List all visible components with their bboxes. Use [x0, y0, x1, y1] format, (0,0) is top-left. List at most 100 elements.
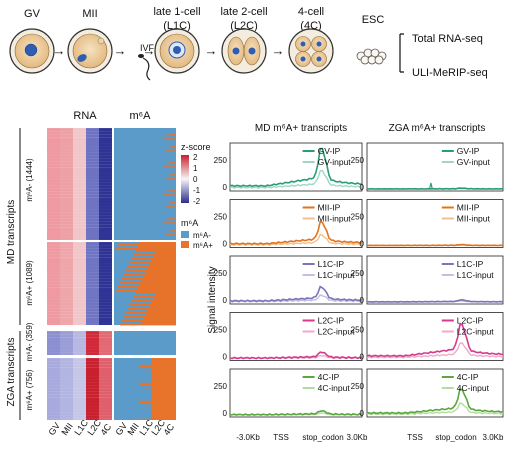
profile-frame	[366, 255, 504, 305]
profile-ip-line	[366, 187, 503, 190]
heatmap-m6a-positive-streak	[166, 234, 176, 235]
heatmap-m6a-positive-streak	[122, 278, 176, 280]
heatmap-m6a-positive-streak	[156, 252, 176, 254]
ytick-label: 250	[214, 156, 228, 165]
xtick-label: -3.0Kb	[236, 433, 260, 442]
heatmap-m6a-positive-streak	[164, 222, 176, 223]
xticks-md: -3.0Kb TSS stop_codon 3.0Kb	[236, 433, 368, 442]
ytick-label: 250	[351, 382, 365, 391]
heatmap-m6a-positive-streak	[154, 256, 176, 258]
profile-frame	[229, 255, 363, 305]
ytick-label: 0	[360, 353, 365, 362]
m6a-pos-label: m⁶A+	[193, 241, 213, 250]
heatmap-m6a-positive-streak	[132, 300, 176, 302]
stage-label-l2c: late 2-cell	[220, 6, 267, 18]
heatmap-m6a-positive-streak	[137, 417, 152, 419]
m6a-column-labels: GV MII L1C L2C 4C	[113, 417, 176, 437]
heatmap-m6a-positive-streak	[140, 366, 152, 368]
stage-label-4c: 4-cell	[298, 6, 324, 18]
xticks-zga: TSS stop_codon 3.0Kb	[407, 433, 504, 442]
heatmap-rna-cell	[73, 242, 86, 325]
arrow-icon: →	[272, 43, 285, 58]
legend-ip-label: GV-IP	[318, 146, 341, 156]
heatmap-m6a-positive-streak	[156, 294, 176, 296]
legend-input-label: MII-input	[457, 214, 491, 224]
profile-input-line	[229, 169, 363, 189]
heatmap-m6a-positive-streak	[170, 230, 176, 231]
arrow-icon: →	[205, 43, 218, 58]
profile-title-zga: ZGA m⁶A+ transcripts	[389, 123, 486, 134]
heatmap-rna-cell	[86, 128, 99, 240]
legend-ip-label: MII-IP	[457, 203, 480, 213]
heatmap-m6a-positive-streak	[137, 399, 152, 401]
heatmap-m6a-positive-streak	[170, 146, 176, 147]
ytick-label: 250	[214, 326, 228, 335]
legend-ip-label: L2C-IP	[457, 316, 484, 326]
heatmap-m6a-positive-streak	[146, 272, 176, 274]
mii-oocyte-icon	[67, 28, 113, 74]
heatmap-m6a-positive-streak	[137, 363, 152, 365]
heatmap-m6a-positive-streak	[143, 369, 152, 371]
ytick-label: 0	[223, 183, 228, 192]
heatmap-m6a-positive-streak	[168, 134, 176, 135]
stage-label-l1c-sub: (L1C)	[163, 20, 191, 32]
assay-bracket	[399, 33, 404, 73]
heatmap-m6a-positive-streak	[154, 298, 176, 300]
xtick-label: 3.0Kb	[483, 433, 504, 442]
legend-input-label: L2C-input	[457, 327, 494, 337]
profile-frame	[229, 368, 363, 418]
heatmap-m6a-positive-streak	[128, 308, 176, 310]
heatmap-m6a-positive-streak	[142, 322, 176, 324]
heatmap-m6a-positive-streak	[118, 286, 176, 288]
zscore-tick: -2	[193, 197, 201, 206]
profile-panel: MD m⁶A+ transcripts ZGA m⁶A+ transcripts…	[207, 123, 504, 442]
heatmap-rna-cell	[47, 358, 60, 420]
heatmap-m6a-positive-streak	[150, 264, 176, 266]
heatmap-m6a-positive-streak	[130, 304, 176, 306]
heatmap-m6a-positive-streak	[126, 312, 176, 314]
legend-ip-label: MII-IP	[318, 203, 341, 213]
heatmap-rna-cell	[99, 128, 112, 240]
heatmap-m6a-positive-streak	[124, 316, 176, 318]
heatmap-m6a-positive-streak	[150, 306, 176, 308]
heatmap-m6a-positive-streak	[138, 288, 176, 290]
legend-input-label: GV-input	[457, 157, 491, 167]
profile-ylabel: Signal intensity	[207, 266, 218, 333]
stage-label-esc: ESC	[362, 14, 385, 26]
heatmap-rna-cell	[99, 242, 112, 325]
ytick-label: 250	[214, 382, 228, 391]
heatmap-m6a-positive-streak	[164, 166, 176, 167]
profile-ip-line	[366, 243, 504, 247]
heatmap-rna-cell	[73, 331, 86, 355]
arrow-icon: →	[53, 43, 66, 58]
heatmap-m6a-positive-streak	[170, 202, 176, 203]
legend-ip-label: 4C-IP	[457, 372, 479, 382]
arrow-icon: →	[114, 43, 127, 58]
legend-input-label: L1C-input	[318, 270, 355, 280]
heatmap-m6a-positive-streak	[120, 282, 176, 284]
heatmap-rna-cell	[47, 242, 60, 325]
ytick-label: 250	[351, 326, 365, 335]
heatmap-m6a-block	[114, 331, 176, 355]
legend-input-label: GV-input	[318, 157, 352, 167]
m6a-neg-swatch	[181, 231, 189, 238]
ytick-label: 0	[223, 240, 228, 249]
heatmap-rna-cell	[99, 358, 112, 420]
heatmap-m6a-positive-streak	[144, 276, 176, 278]
assay-uli-merip-seq: ULI-MeRIP-seq	[412, 67, 488, 79]
profile-input-line	[229, 233, 363, 247]
col-label: MII	[59, 421, 74, 437]
heatmap-m6a-title: m⁶A	[129, 110, 151, 122]
heatmap-rna-cell	[60, 128, 73, 240]
gv-oocyte-icon	[9, 28, 55, 74]
ytick-label: 250	[351, 213, 365, 222]
l2c-embryo-icon	[221, 28, 267, 74]
zscore-legend: z-score 2 1 0 -1 -2	[181, 142, 211, 206]
heatmap-m6a-positive-streak	[168, 162, 176, 163]
heatmap-m6a-positive-streak	[168, 218, 176, 219]
profile-title-md: MD m⁶A+ transcripts	[255, 123, 347, 134]
heatmap-m6a-positive-streak	[136, 250, 176, 252]
profile-input-line	[366, 402, 504, 416]
